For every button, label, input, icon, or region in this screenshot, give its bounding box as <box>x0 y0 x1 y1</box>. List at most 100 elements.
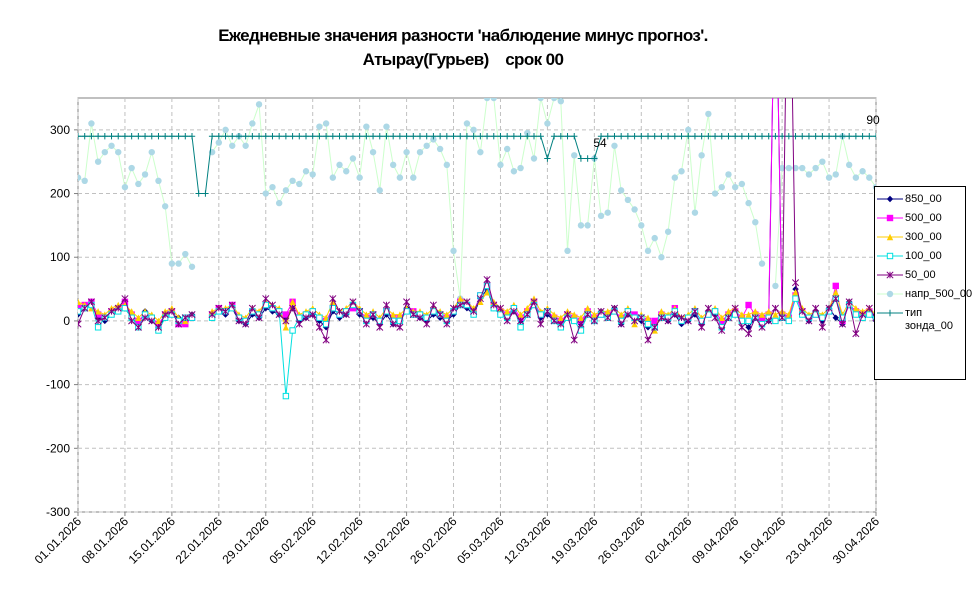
marker <box>678 133 685 140</box>
marker <box>705 133 712 140</box>
marker <box>671 133 679 140</box>
marker <box>450 247 457 255</box>
marker <box>316 314 323 321</box>
marker <box>155 177 162 184</box>
marker <box>316 133 323 140</box>
marker <box>658 308 665 315</box>
legend-item: 100_00 <box>875 250 965 263</box>
marker <box>363 311 370 318</box>
marker <box>691 133 699 140</box>
marker <box>289 327 296 334</box>
marker <box>175 320 183 328</box>
marker <box>818 323 826 331</box>
marker <box>389 161 397 169</box>
marker <box>752 133 759 140</box>
legend-item: напр_500_00 <box>875 288 972 301</box>
marker <box>725 133 732 140</box>
marker <box>416 148 424 156</box>
marker <box>517 324 524 331</box>
marker <box>496 304 505 312</box>
marker <box>718 314 725 321</box>
marker <box>778 164 786 172</box>
series-line <box>78 98 876 342</box>
marker <box>128 308 135 315</box>
marker <box>872 133 876 140</box>
marker <box>215 139 223 146</box>
marker <box>859 311 867 319</box>
marker <box>517 133 524 140</box>
marker <box>396 174 404 181</box>
legend-label: 100_00 <box>905 250 942 262</box>
marker <box>832 295 840 303</box>
marker <box>859 168 866 175</box>
marker <box>114 304 122 312</box>
marker <box>563 311 572 319</box>
marker <box>510 133 518 140</box>
marker <box>845 133 853 140</box>
marker <box>752 308 759 315</box>
marker <box>604 133 611 140</box>
marker <box>772 317 779 325</box>
marker <box>530 133 538 140</box>
marker <box>631 206 638 213</box>
marker <box>490 301 498 309</box>
marker <box>215 133 223 140</box>
marker <box>195 190 202 197</box>
marker <box>792 295 799 302</box>
marker <box>242 133 249 140</box>
marker <box>94 308 102 315</box>
marker <box>664 133 672 140</box>
marker <box>249 133 256 140</box>
marker <box>78 308 82 315</box>
marker <box>141 133 149 140</box>
legend-swatch <box>877 290 903 298</box>
legend-item: тип зонда_00 <box>875 307 965 333</box>
marker <box>517 311 524 318</box>
y-tick-label: 300 <box>50 123 70 137</box>
marker <box>450 133 457 140</box>
marker <box>812 304 820 312</box>
marker <box>101 133 109 140</box>
marker <box>315 323 323 331</box>
marker <box>108 133 115 140</box>
marker <box>376 317 383 325</box>
marker <box>886 214 894 222</box>
legend-item: 50_00 <box>875 269 965 282</box>
marker <box>859 133 866 140</box>
marker <box>590 317 598 325</box>
marker <box>88 133 95 140</box>
marker <box>704 304 712 312</box>
marker <box>805 171 813 178</box>
marker <box>778 133 786 140</box>
marker <box>510 307 518 315</box>
marker <box>865 304 873 312</box>
marker <box>403 133 410 140</box>
marker <box>785 317 793 325</box>
marker <box>229 133 236 140</box>
marker <box>155 133 162 140</box>
marker <box>778 314 786 322</box>
marker <box>423 133 430 140</box>
marker <box>524 304 531 312</box>
marker <box>758 311 766 318</box>
marker <box>738 311 746 318</box>
marker <box>322 120 330 127</box>
marker <box>423 142 430 149</box>
marker <box>363 133 370 140</box>
marker <box>651 323 659 331</box>
marker <box>78 133 82 140</box>
marker <box>362 320 370 328</box>
marker <box>685 133 692 140</box>
marker <box>369 311 377 319</box>
marker <box>624 196 632 204</box>
marker <box>550 98 558 102</box>
legend-label: 300_00 <box>905 231 942 243</box>
marker <box>128 317 136 325</box>
marker <box>182 133 189 140</box>
x-tick-label: 26.03.2026 <box>595 514 648 567</box>
marker <box>302 168 310 175</box>
x-tick-label: 02.04.2026 <box>642 514 695 567</box>
marker <box>772 311 779 318</box>
marker <box>275 199 283 207</box>
marker <box>584 222 591 229</box>
